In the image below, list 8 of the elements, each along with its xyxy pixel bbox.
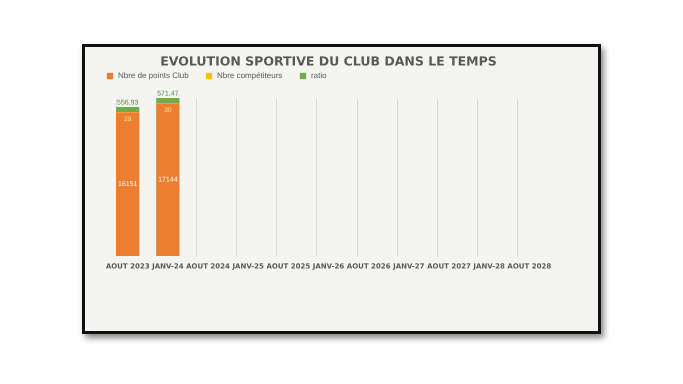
- legend-label: ratio: [311, 71, 328, 80]
- bar: [116, 112, 140, 256]
- chart-title: EVOLUTION SPORTIVE DU CLUB DANS LE TEMPS: [160, 54, 497, 68]
- bar: [156, 98, 180, 104]
- legend-label: Nbre de points Club: [118, 71, 190, 80]
- bar: [116, 106, 140, 112]
- bar: [156, 103, 180, 256]
- legend-label: Nbre compétiteurs: [217, 71, 282, 80]
